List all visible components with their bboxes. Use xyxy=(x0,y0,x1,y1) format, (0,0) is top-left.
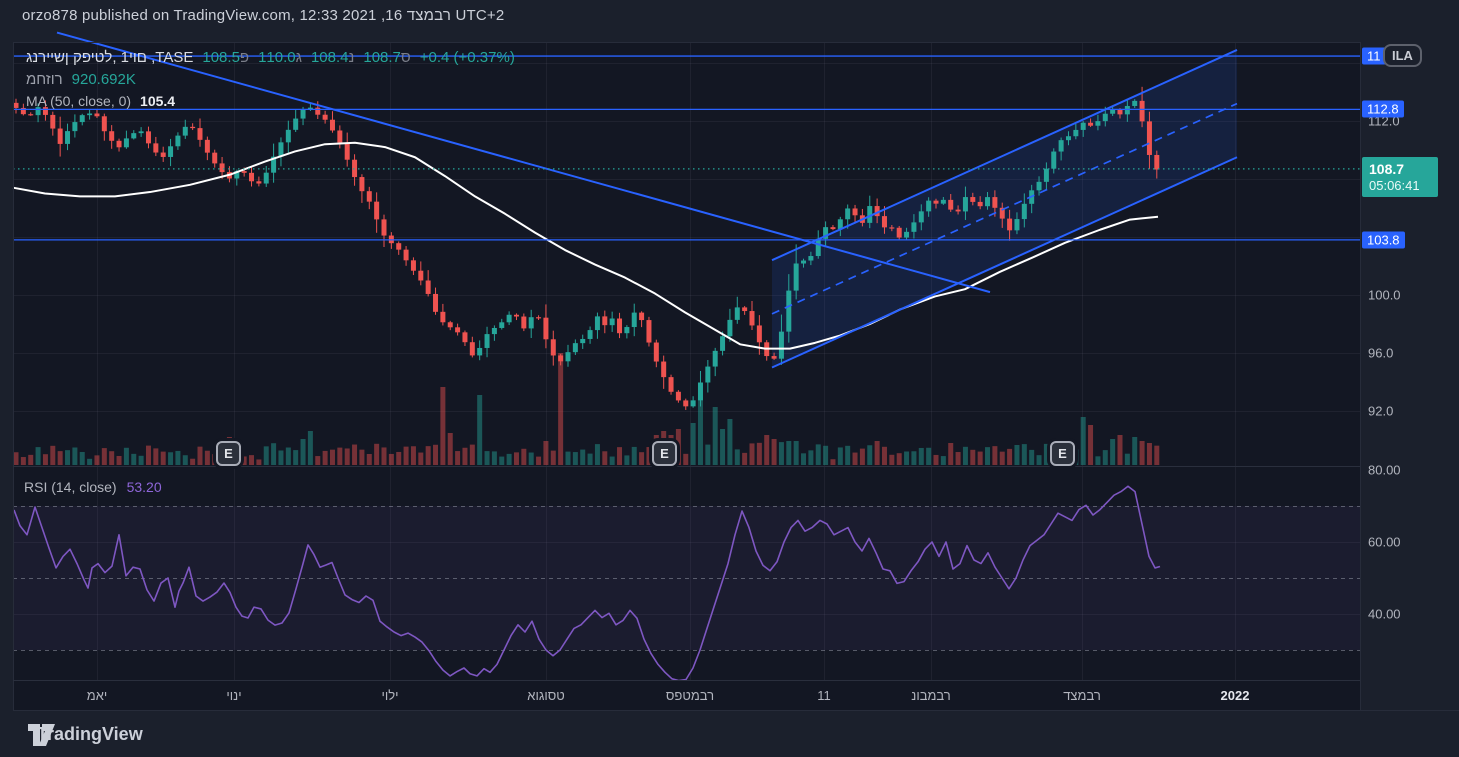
legend-symbol-row: גנריישן קפיטל, 1יום ,TASE פ108.5 ג110.0 נ1… xyxy=(26,46,515,68)
chart-frame xyxy=(13,42,1459,711)
ma-value: 105.4 xyxy=(140,93,176,109)
descending-trendline xyxy=(56,31,991,294)
earnings-marker[interactable]: E xyxy=(216,441,241,466)
price-level-label: 112.8 xyxy=(1362,100,1404,118)
legend-ma-row: MA (50, close, 0) 105.4 xyxy=(26,90,515,112)
price-level-label: 103.8 xyxy=(1362,231,1405,249)
ma-label[interactable]: MA (50, close, 0) xyxy=(26,93,132,109)
tradingview-logo-text: TradingView xyxy=(37,724,143,744)
time-axis-label: 11 xyxy=(817,688,831,703)
price-tick-label: 100.0 xyxy=(1368,287,1401,303)
earnings-marker[interactable]: E xyxy=(652,441,677,466)
channel-median-line xyxy=(771,102,1238,315)
ohlc-pair: ג110.0 xyxy=(258,48,302,66)
ohlc-pair: ס108.7 xyxy=(363,48,411,66)
time-axis-label: דצמבר xyxy=(1063,688,1101,703)
ohlc-values: פ108.5 ג110.0 נ108.4 ס108.7 xyxy=(202,49,410,66)
price-tick-label: 92.0 xyxy=(1368,403,1394,419)
rsi-tick-label: 80.00 xyxy=(1368,462,1401,478)
footer-brand[interactable]: TradingView xyxy=(28,724,143,746)
time-axis-label: אוגוסט xyxy=(527,688,565,703)
time-axis-label: מאי xyxy=(86,688,108,703)
ohlc-pair: נ108.4 xyxy=(310,48,355,66)
symbol-title[interactable]: גנריישן קפיטל, 1יום ,TASE xyxy=(26,48,194,66)
channel-top-line xyxy=(771,49,1238,262)
channel-bottom-line xyxy=(771,156,1238,369)
last-price-label: 108.7 05:06:41 xyxy=(1362,157,1438,197)
chart-background xyxy=(13,42,1360,710)
candles xyxy=(13,86,1160,410)
ohlc-pair: פ108.5 xyxy=(202,48,250,66)
time-axis-label: יולי xyxy=(381,688,399,703)
ma50-line xyxy=(12,141,1159,350)
rsi-tick-label: 40.00 xyxy=(1368,606,1401,622)
gridlines xyxy=(13,42,1360,680)
rsi-value: 53.20 xyxy=(126,479,162,495)
bar-countdown: 05:06:41 xyxy=(1369,178,1420,193)
rsi-tick-label: 60.00 xyxy=(1368,534,1401,550)
legend-volume-row: מחזור 920.692K xyxy=(26,68,515,90)
last-price-value: 108.7 xyxy=(1369,161,1405,177)
time-axis-label: יוני xyxy=(226,688,242,703)
rsi-line xyxy=(13,485,1161,680)
time-axis-label: ספטמבר xyxy=(665,688,715,703)
change-value: +0.4 (+0.37%) xyxy=(419,48,515,66)
currency-badge: ILA xyxy=(1383,44,1422,67)
price-level-label: 11 xyxy=(1362,47,1386,65)
volume-value: 920.692K xyxy=(71,70,136,88)
time-axis-label: 2022 xyxy=(1220,688,1250,703)
chart-legend: גנריישן קפיטל, 1יום ,TASE פ108.5 ג110.0 נ1… xyxy=(26,46,515,112)
earnings-marker[interactable]: E xyxy=(1050,441,1075,466)
snapshot-attribution: orzo878 published on TradingView.com, 12… xyxy=(22,7,505,24)
time-axis-label: נובמבר xyxy=(911,688,951,703)
price-tick-label: 96.0 xyxy=(1368,345,1394,361)
volume-label: מחזור xyxy=(26,70,63,88)
rsi-label[interactable]: RSI (14, close) xyxy=(24,479,117,495)
rsi-legend: RSI (14, close) 53.20 xyxy=(24,479,162,495)
